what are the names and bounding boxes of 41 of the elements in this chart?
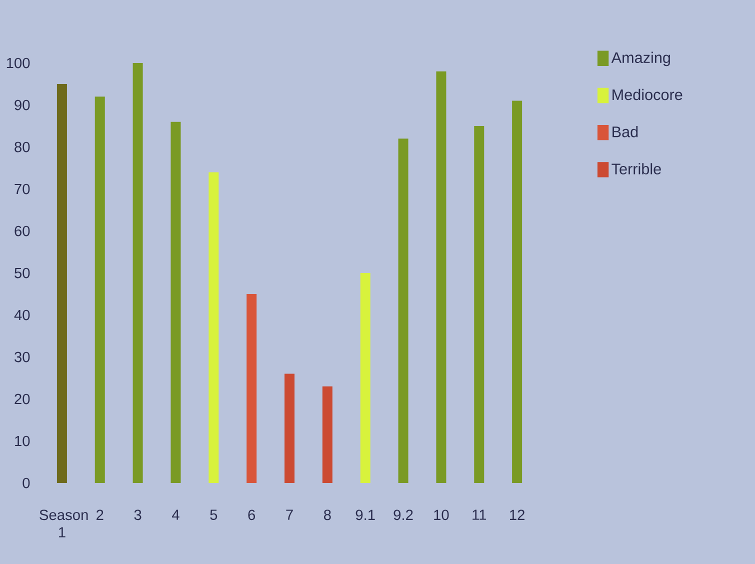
x-tick-label: 9.1 [356,510,375,520]
bar [322,386,332,483]
y-tick-label: 70 [14,184,30,194]
bar [208,172,219,483]
x-tick-label: 9.2 [394,510,413,520]
legend-label: Bad [612,126,638,138]
bar [170,122,181,483]
y-tick-label: 40 [14,310,30,320]
bar [360,273,370,483]
bar [398,138,408,483]
bar [56,84,67,483]
y-tick-label: 0 [22,478,30,488]
legend-label: Mediocore [612,88,682,100]
bar [132,62,143,483]
x-tick-label: 10 [434,510,449,520]
x-tick-label: 12 [510,510,524,520]
y-tick-label: 10 [15,436,30,446]
bar [436,71,446,483]
x-tick-label: 3 [134,510,142,520]
x-tick-label: 7 [286,510,293,520]
x-tick-label: 5 [210,510,218,520]
bar [94,96,105,483]
x-tick-label: 8 [324,510,331,520]
legend-label: Amazing [611,52,670,66]
bar [284,374,295,483]
x-tick-label: 2 [96,510,104,520]
y-tick-label: 100 [6,58,30,68]
x-tick-label: 11 [472,510,486,520]
x-tick-label: 4 [172,510,180,520]
y-tick-label: 20 [14,394,30,404]
bar [474,126,484,483]
bar [512,100,522,483]
y-tick-label: 80 [14,142,30,152]
x-tick-label: 6 [248,510,256,520]
x-tick-label: Season 1 [40,510,88,538]
y-tick-label: 90 [14,100,30,110]
y-tick-label: 50 [14,268,30,278]
legend-label: Terrible [612,163,661,174]
y-tick-label: 60 [14,226,30,236]
bar [246,294,257,483]
y-tick-label: 30 [14,352,30,362]
